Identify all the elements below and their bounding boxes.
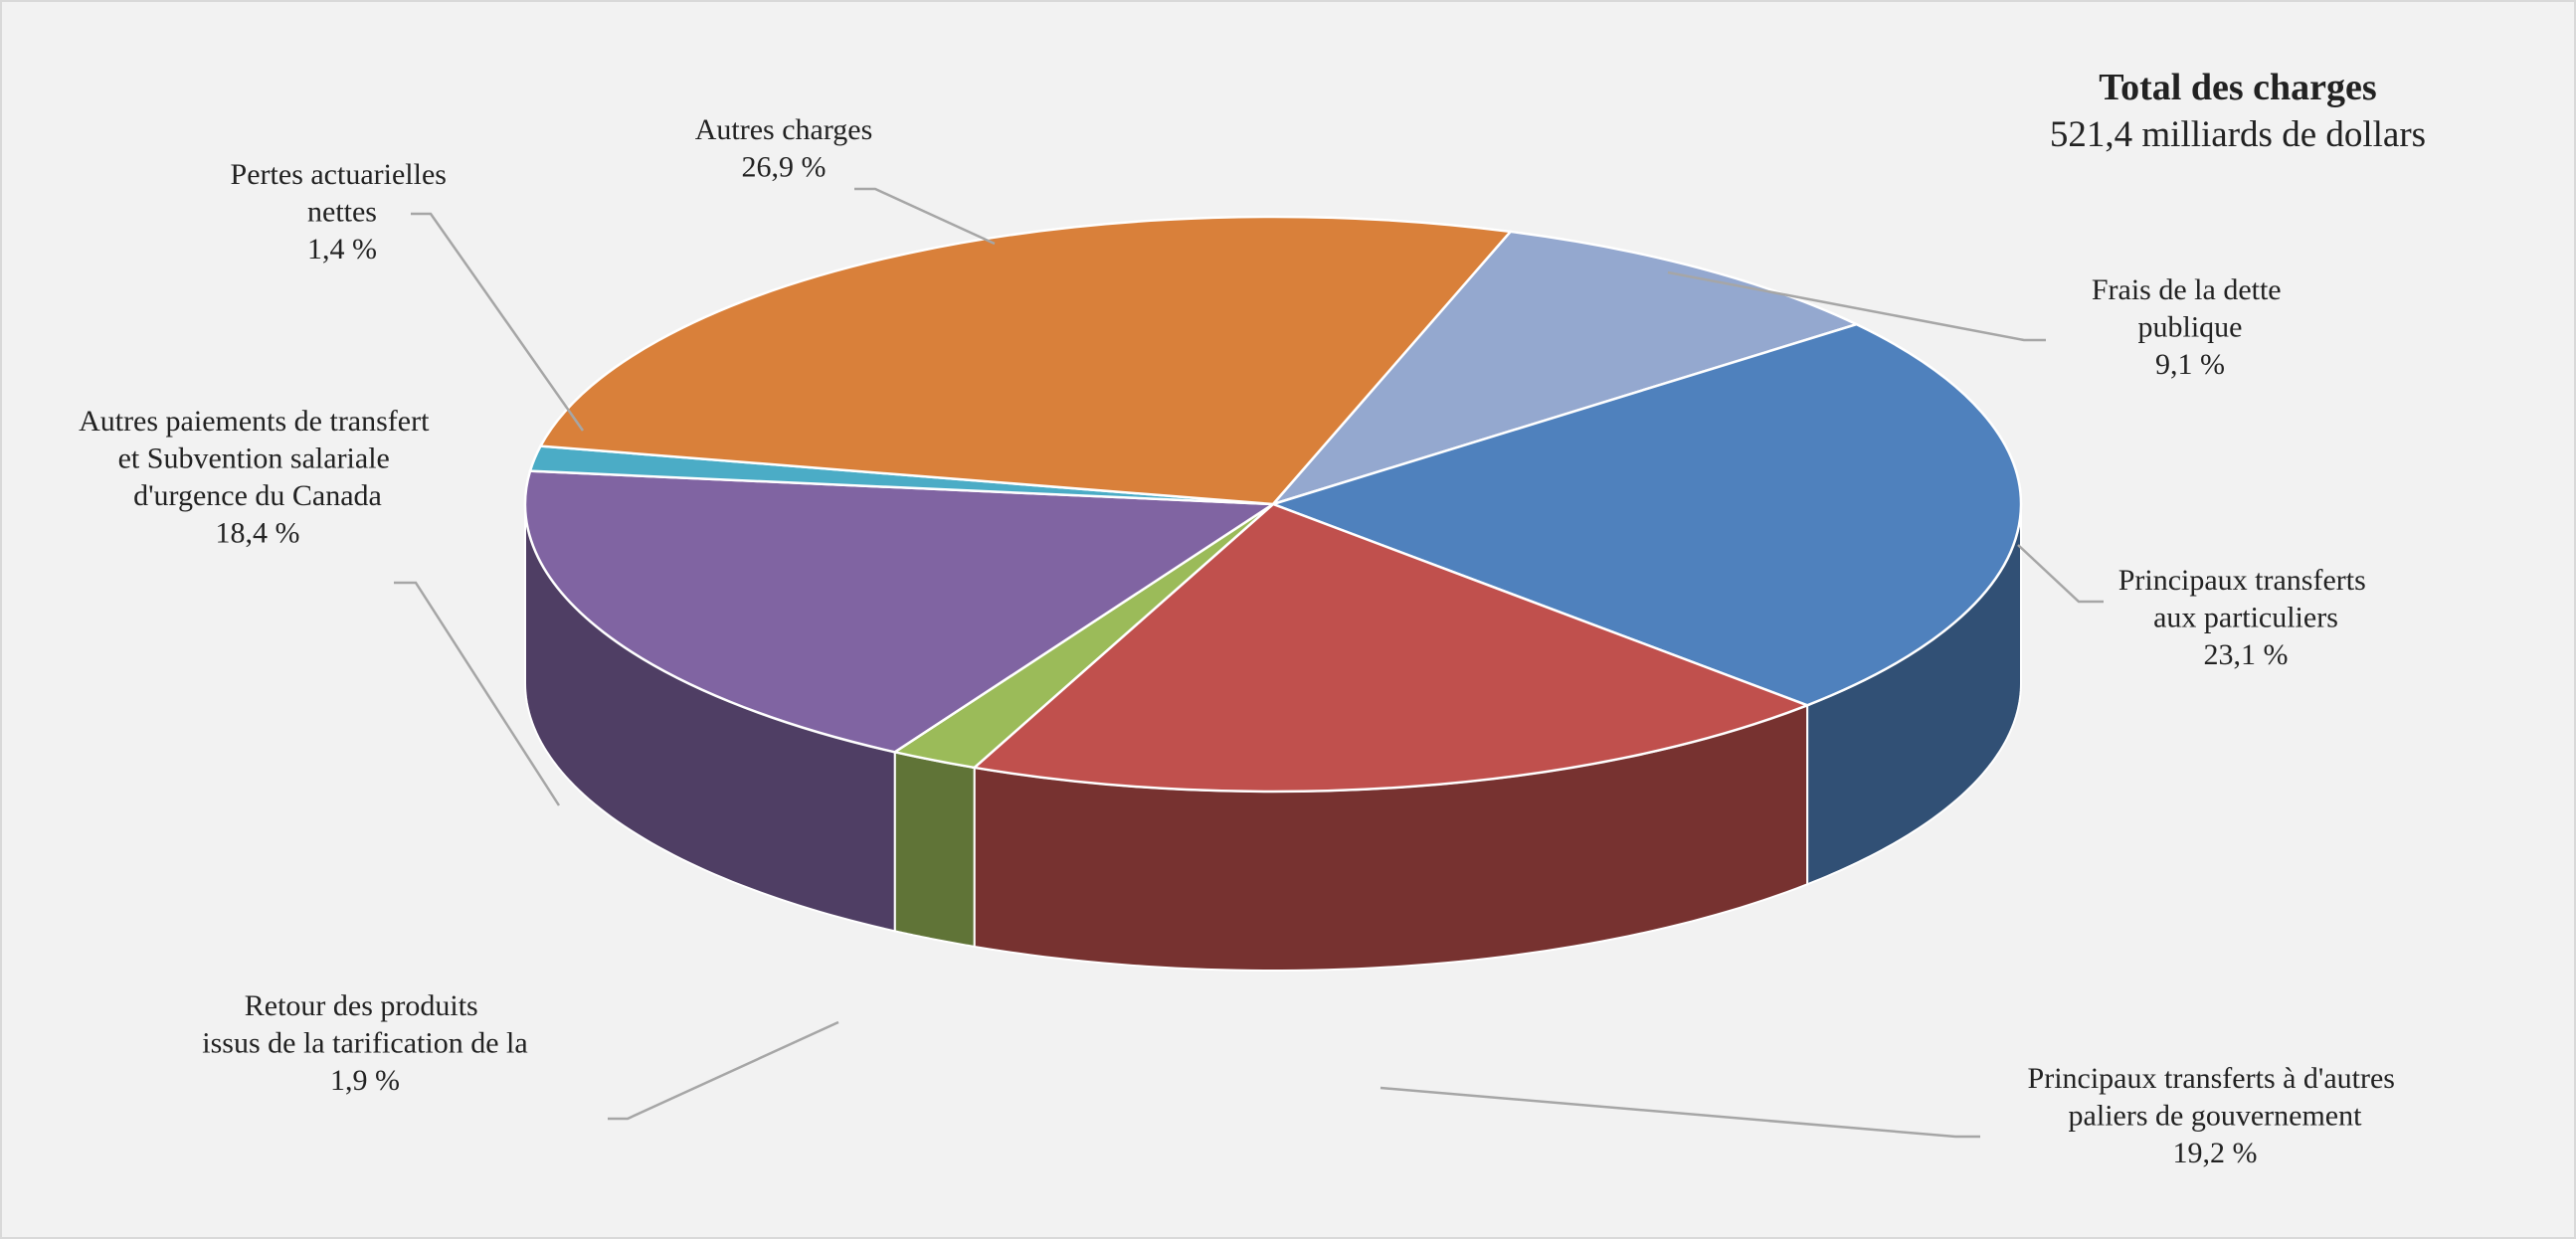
leader-lines	[394, 187, 2104, 1139]
value-label: 1,4 %	[307, 233, 377, 266]
pie-slice	[1269, 230, 1860, 507]
leader-line	[608, 1020, 839, 1121]
chart-subtitle: 521,4 milliards de dollars	[2050, 114, 2426, 155]
category-label: Pertes actuarielles nettes	[231, 158, 455, 229]
pie-slice	[538, 215, 1514, 506]
category-label: Autres charges	[695, 113, 873, 146]
category-label: Principaux transferts aux particuliers	[2118, 564, 2374, 634]
leader-line	[1667, 270, 2046, 342]
leader-line	[411, 212, 585, 432]
pie-tops	[523, 215, 2023, 794]
leader-line	[1380, 1086, 1980, 1139]
chart-title: Total des charges	[2099, 67, 2376, 108]
category-label: Principaux transferts à d'autres paliers…	[2028, 1062, 2403, 1133]
category-label: Retour des produits issus de la tarifica…	[202, 989, 527, 1060]
pie-slice	[523, 469, 1277, 754]
labels: Frais de la dette publique 9,1 % Principau…	[79, 113, 2402, 1169]
pie-side	[893, 751, 976, 949]
value-label: 1,9 %	[330, 1064, 400, 1097]
leader-line	[2017, 544, 2104, 604]
value-label: 19,2 %	[2173, 1137, 2258, 1169]
category-label: Frais de la dette publique	[2092, 273, 2289, 344]
value-label: 23,1 %	[2204, 638, 2289, 671]
leader-line	[854, 187, 996, 246]
leader-line	[394, 581, 561, 806]
pie-slice	[1269, 322, 2023, 707]
category-label: Autres paiements de transfert et Subvent…	[79, 405, 437, 512]
value-label: 18,4 %	[216, 517, 300, 550]
value-label: 26,9 %	[742, 151, 827, 184]
pie-sides	[524, 503, 2022, 972]
pie-slice	[971, 502, 1811, 794]
value-label: 9,1 %	[2155, 348, 2225, 381]
